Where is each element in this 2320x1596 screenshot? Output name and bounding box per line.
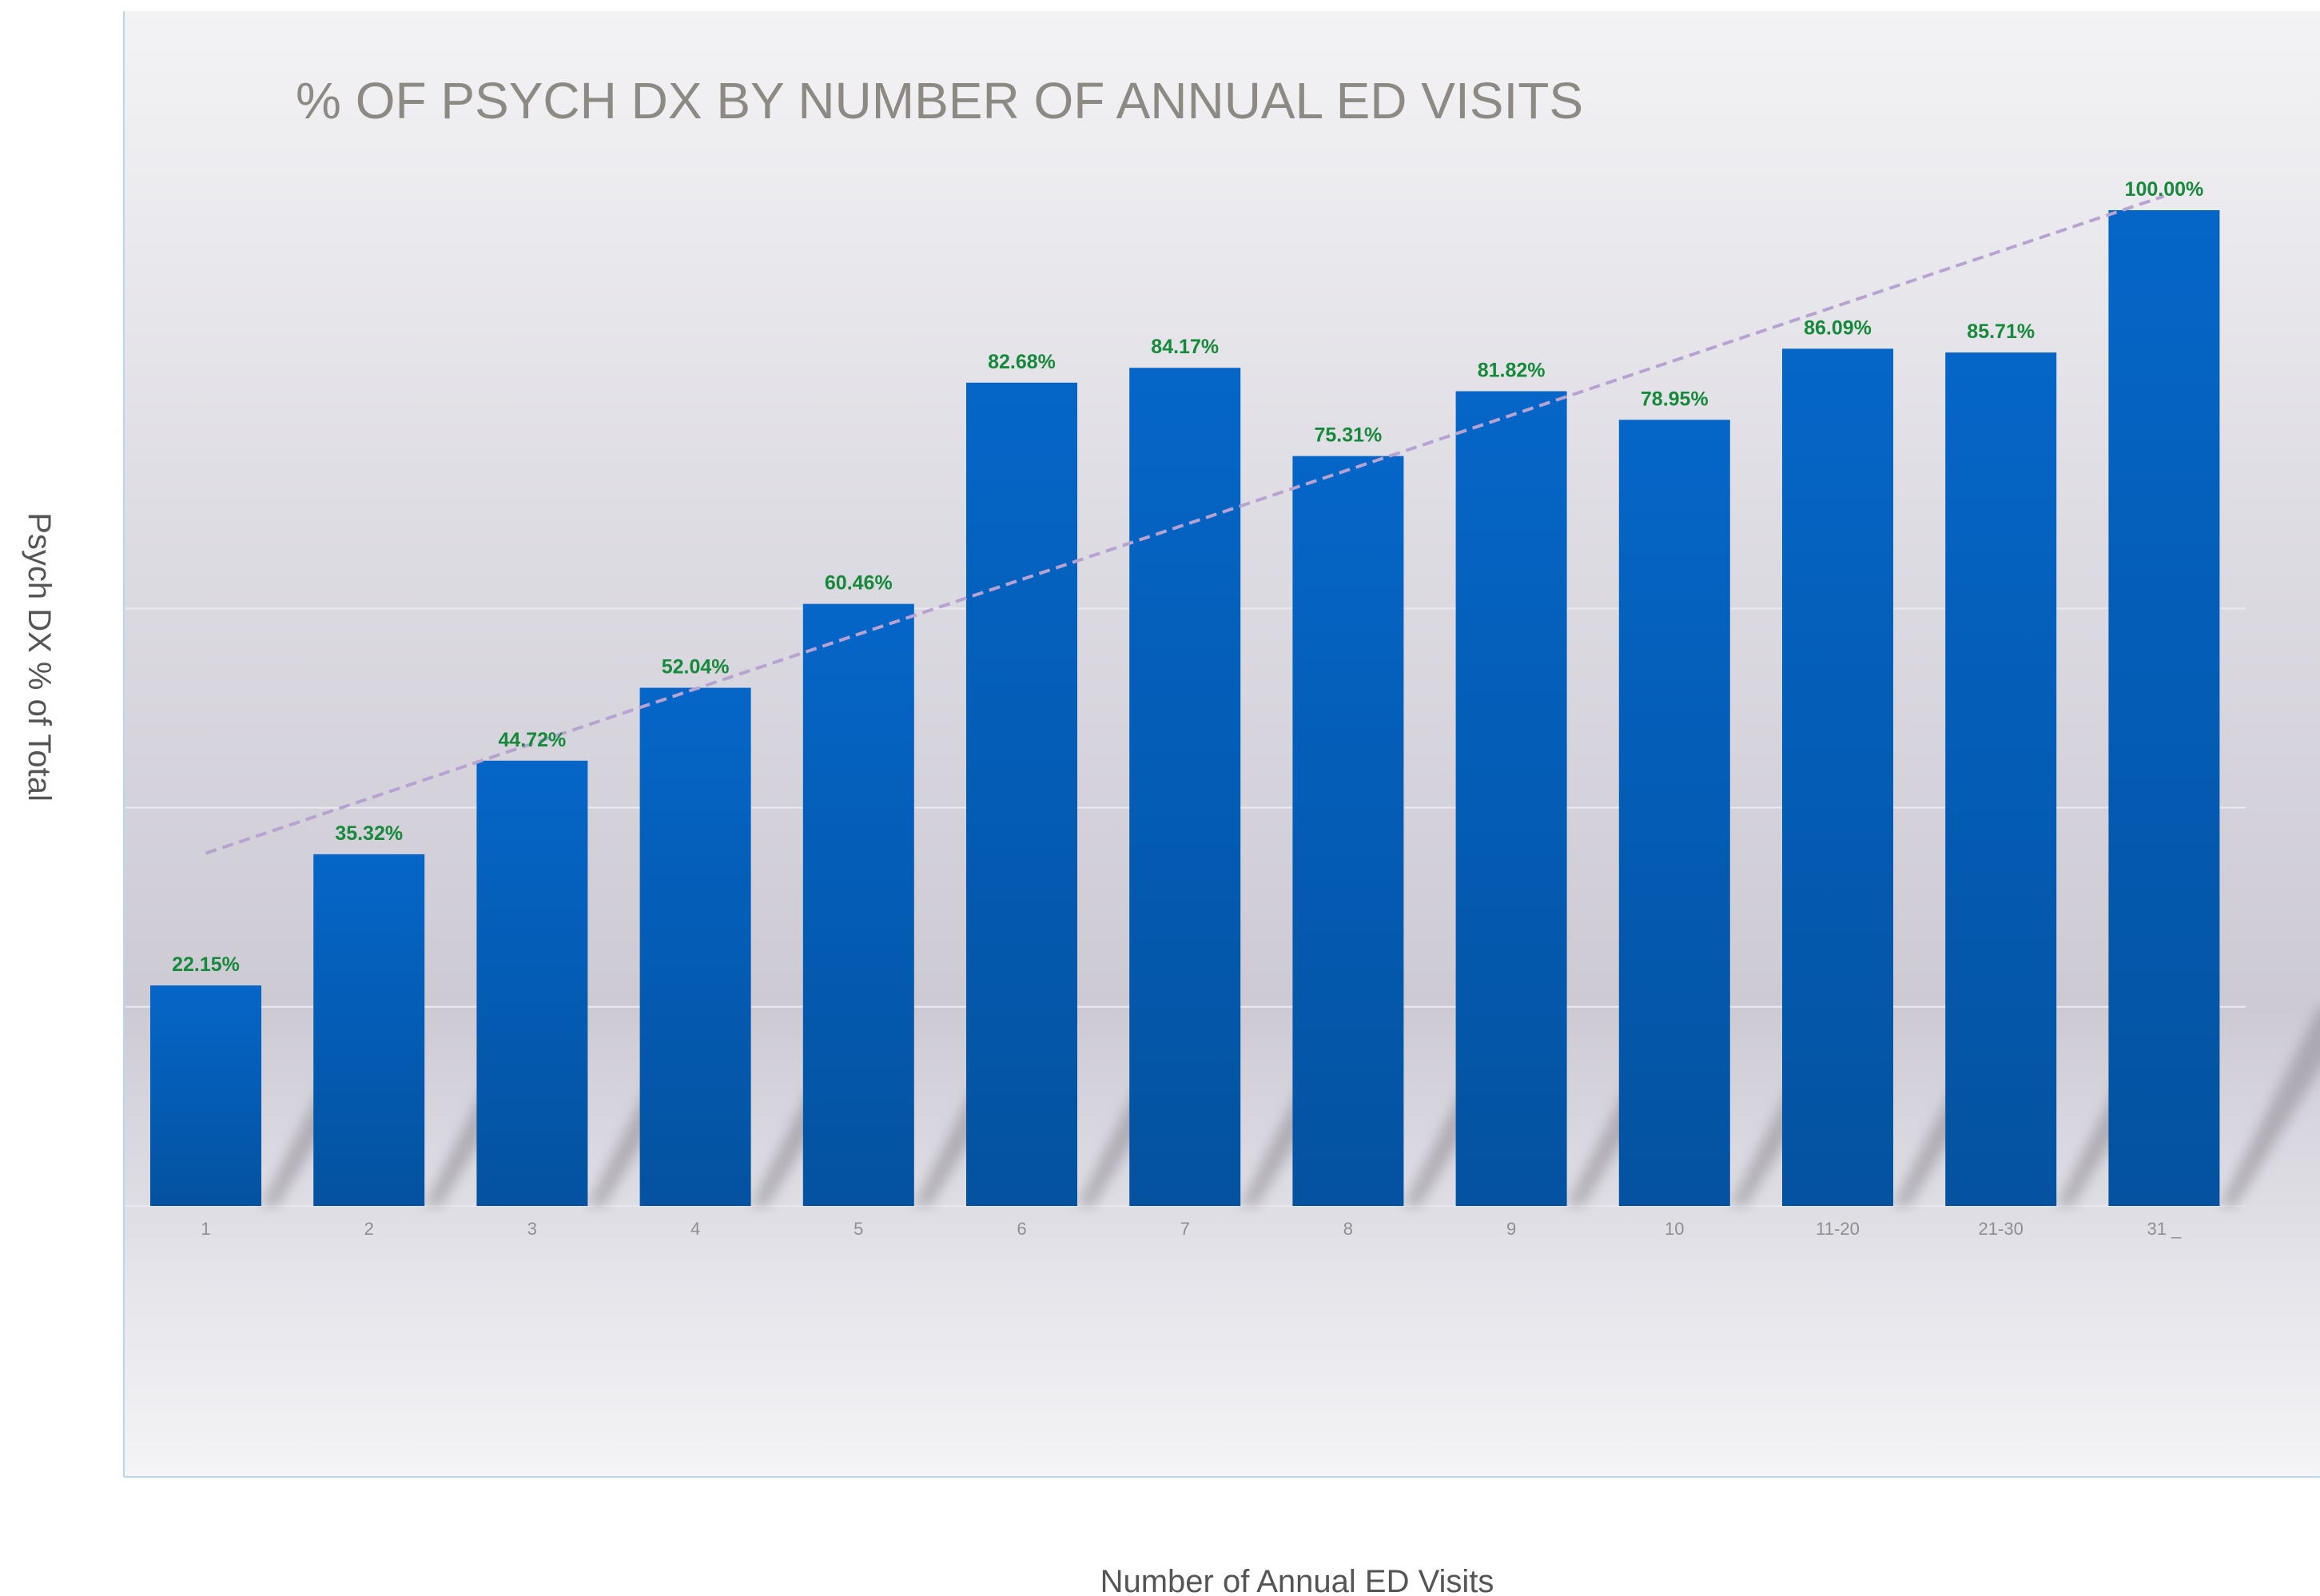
bar-11-20 bbox=[1782, 348, 1893, 1206]
x-tick-label: 1 bbox=[201, 1219, 210, 1239]
data-labels: 22.15% 35.32% 44.72% 52.04% 60.46% 82.68% 84.1… bbox=[172, 178, 2203, 976]
data-label-11-20: 86.09% bbox=[1804, 316, 1872, 339]
bar-21-30 bbox=[1945, 352, 2057, 1206]
bar-shadow bbox=[2219, 1006, 2320, 1206]
chart-title: % OF PSYCH DX BY NUMBER OF ANNUAL ED VIS… bbox=[296, 72, 1583, 129]
bar-3 bbox=[476, 760, 588, 1206]
data-label-8: 75.31% bbox=[1315, 424, 1383, 447]
x-tick-label: 6 bbox=[1017, 1219, 1026, 1239]
trendline bbox=[205, 194, 2165, 855]
data-label-5: 60.46% bbox=[825, 572, 893, 595]
bars bbox=[150, 210, 2220, 1207]
x-tick-label: 7 bbox=[1180, 1219, 1190, 1239]
x-tick-label: 10 bbox=[1665, 1219, 1684, 1239]
x-tick-label: 9 bbox=[1506, 1219, 1516, 1239]
bar-4 bbox=[639, 687, 751, 1206]
data-label-3: 44.72% bbox=[499, 729, 567, 751]
data-label-31 _: 100.00% bbox=[2125, 178, 2204, 201]
x-tick-label: 2 bbox=[364, 1219, 374, 1239]
data-label-10: 78.95% bbox=[1641, 388, 1709, 410]
data-label-21-30: 85.71% bbox=[1967, 320, 2035, 343]
x-tick-label: 3 bbox=[527, 1219, 537, 1239]
data-label-4: 52.04% bbox=[662, 656, 730, 679]
bar-2 bbox=[313, 854, 425, 1206]
x-axis-title: Number of Annual ED Visits bbox=[1100, 1564, 1494, 1596]
bar-9 bbox=[1455, 391, 1567, 1206]
x-tick-label: 8 bbox=[1343, 1219, 1353, 1239]
y-axis-title: Psych DX % of Total bbox=[22, 512, 57, 802]
x-tick-label: 4 bbox=[690, 1219, 700, 1239]
data-label-1: 22.15% bbox=[172, 953, 240, 976]
bar-5 bbox=[802, 603, 914, 1206]
bar-10 bbox=[1618, 420, 1730, 1206]
trendline-group bbox=[205, 194, 2165, 855]
x-tick-labels: 1 2 3 4 5 6 7 8 9 10 11-20 21-30 31 _ bbox=[201, 1219, 2182, 1239]
x-tick-label: 11-20 bbox=[1816, 1219, 1860, 1239]
bar-8 bbox=[1292, 456, 1404, 1206]
x-tick-label: 21-30 bbox=[1979, 1219, 2024, 1239]
x-tick-label: 31 _ bbox=[2147, 1219, 2182, 1239]
bar-31 _ bbox=[2108, 210, 2220, 1206]
data-label-2: 35.32% bbox=[335, 822, 403, 845]
x-tick-label: 5 bbox=[854, 1219, 863, 1239]
data-label-6: 82.68% bbox=[988, 351, 1056, 373]
data-label-9: 81.82% bbox=[1478, 360, 1546, 382]
bar-1 bbox=[150, 985, 261, 1206]
bar-6 bbox=[966, 382, 1077, 1207]
bar-7 bbox=[1129, 368, 1241, 1206]
data-label-7: 84.17% bbox=[1151, 336, 1219, 358]
